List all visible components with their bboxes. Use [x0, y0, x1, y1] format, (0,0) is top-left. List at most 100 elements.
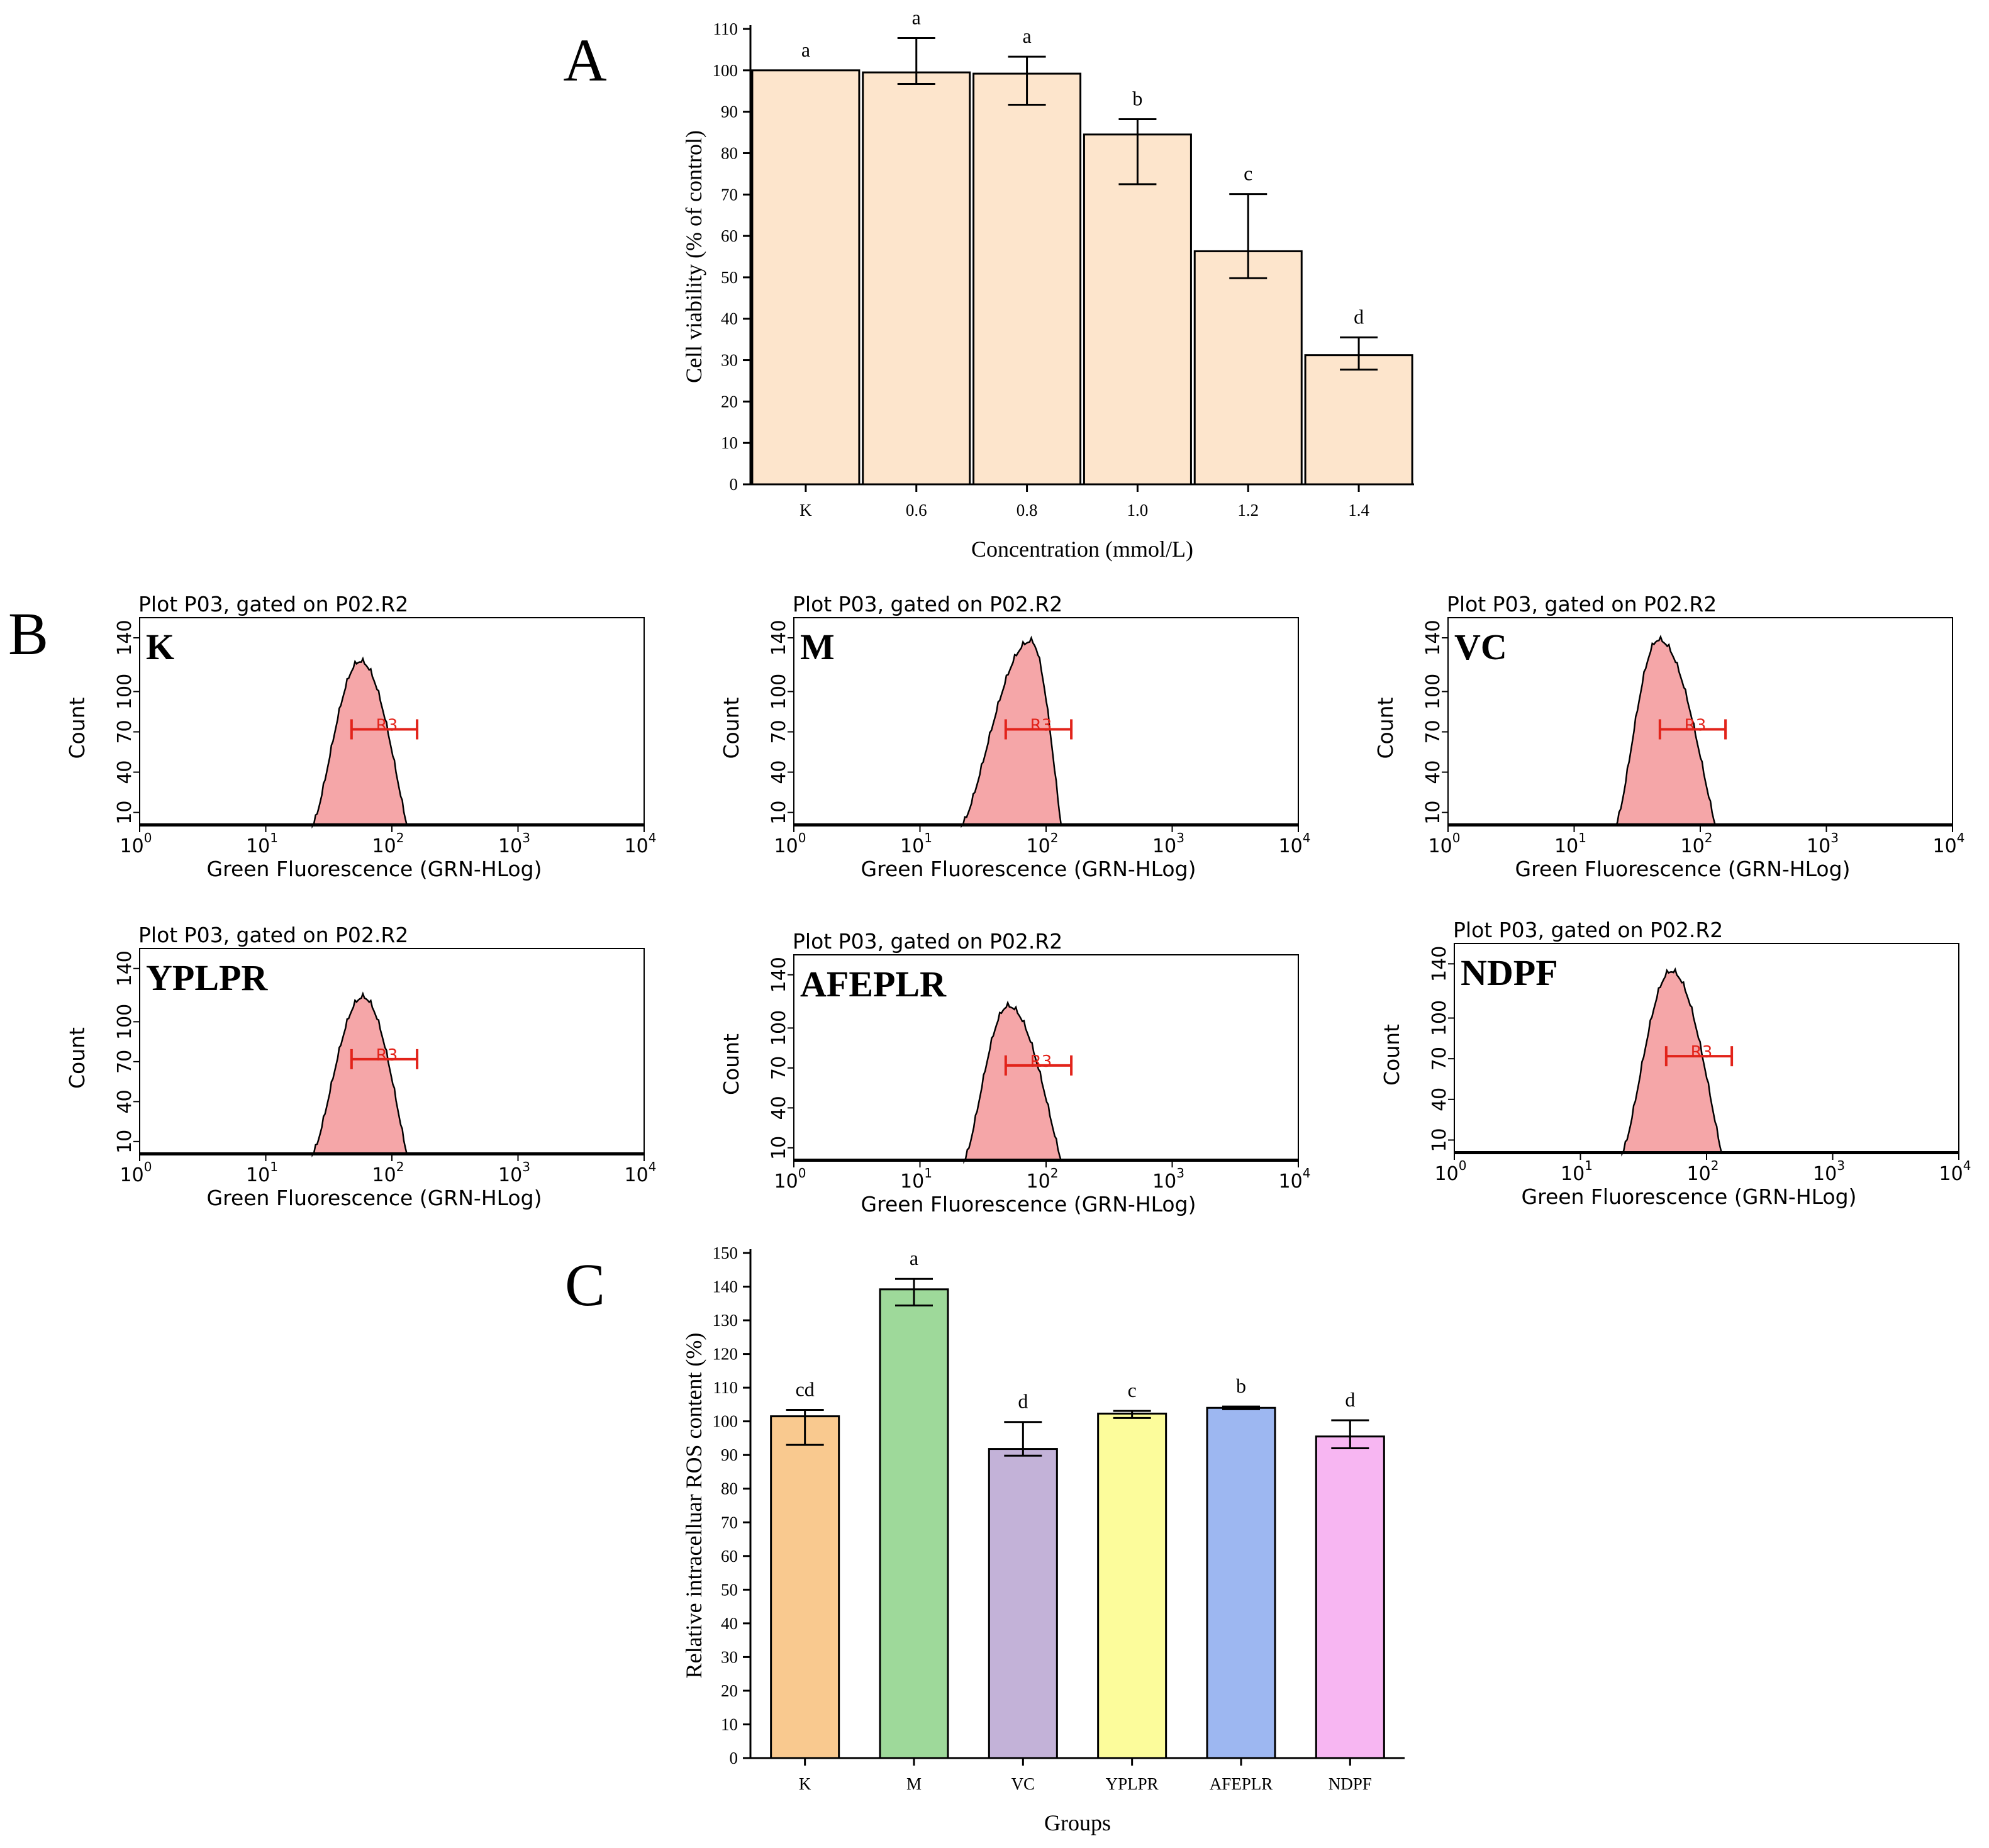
x-tick-label: 103: [498, 830, 530, 857]
panel-b-flow-histograms: B Plot P03, gated on P02.R2R3K10407010014…: [8, 592, 1971, 1216]
gate-label: R3: [376, 716, 398, 735]
y-tick-label: 10: [768, 1136, 790, 1160]
y-tick-label: 10: [768, 801, 790, 825]
y-tick-label: 100: [713, 61, 738, 80]
y-tick-label: 10: [114, 801, 136, 825]
x-tick-exponent: 4: [1957, 830, 1965, 845]
gate-label: R3: [1685, 716, 1707, 735]
histogram-title: Plot P03, gated on P02.R2: [1453, 918, 1723, 942]
significance-label: cd: [796, 1378, 815, 1400]
x-tick-base: 10: [1152, 835, 1176, 857]
significance-label: c: [1128, 1379, 1137, 1401]
x-tick-exponent: 0: [1452, 830, 1461, 845]
significance-label: d: [1354, 305, 1364, 328]
x-tick-base: 10: [1807, 835, 1830, 857]
x-tick-label: 104: [1933, 830, 1965, 857]
x-tick-exponent: 1: [270, 1159, 278, 1174]
x-tick-base: 10: [1813, 1163, 1837, 1185]
y-tick-label: 90: [721, 103, 738, 121]
y-tick-label: 10: [114, 1130, 136, 1154]
x-tick-exponent: 3: [1837, 1158, 1845, 1173]
panel-c-bar-chart: C 0 10 20 30 40 50 60 70 80 90 100 110 120 130 140 150 Re…: [565, 1244, 1405, 1835]
y-tick-label: 90: [721, 1445, 738, 1464]
x-tick-label: VC: [1011, 1774, 1035, 1793]
x-tick-label: 101: [246, 830, 278, 857]
x-tick-label: 104: [1279, 1166, 1311, 1193]
y-tick-label: 60: [721, 226, 738, 245]
x-tick-exponent: 3: [1830, 830, 1839, 845]
y-tick-label: 20: [721, 392, 738, 411]
histogram-distribution: [961, 635, 1062, 828]
y-tick-label: 70: [768, 720, 790, 743]
x-tick-base: 10: [498, 835, 522, 857]
significance-label: a: [1022, 25, 1031, 47]
x-tick-exponent: 3: [522, 1159, 530, 1174]
y-tick-label: 10: [1429, 1128, 1451, 1152]
x-tick-label: 102: [1687, 1158, 1719, 1185]
x-tick-base: 10: [1279, 1171, 1303, 1193]
y-tick-label: 70: [1429, 1047, 1451, 1071]
bar-1.4: [1304, 354, 1413, 486]
y-tick-label: 80: [721, 143, 738, 162]
histogram-afeplr: Plot P03, gated on P02.R2R3AFEPLR1040701…: [719, 929, 1310, 1216]
x-tick-base: 10: [1027, 835, 1050, 857]
y-tick-label: 30: [721, 351, 738, 370]
x-tick-base: 10: [246, 835, 270, 857]
x-axis-title: Green Fluorescence (GRN-HLog): [861, 1192, 1196, 1216]
x-tick-label: 101: [1561, 1158, 1593, 1185]
y-tick-label: 40: [721, 1614, 738, 1633]
y-tick-label: 40: [768, 760, 790, 784]
x-tick-exponent: 1: [270, 830, 278, 845]
x-tick-label: 1.0: [1127, 501, 1149, 520]
x-axis-title: Green Fluorescence (GRN-HLog): [207, 857, 542, 881]
histogram-title: Plot P03, gated on P02.R2: [793, 592, 1062, 616]
y-tick-label: 40: [721, 309, 738, 328]
y-tick-label: 40: [1422, 760, 1444, 784]
x-axis-title: Concentration (mmol/L): [971, 537, 1193, 562]
x-tick-exponent: 1: [1585, 1158, 1593, 1173]
y-axis-title: Cell viability (% of control): [681, 130, 706, 383]
y-tick-label: 140: [1422, 620, 1444, 655]
y-tick-label: 10: [721, 1715, 738, 1734]
y-tick-label: 140: [114, 620, 136, 655]
sample-label: M: [800, 626, 835, 667]
y-axis-title: Relative intracelluar ROS content (%): [681, 1333, 706, 1679]
sample-label: VC: [1454, 626, 1507, 667]
x-tick-label: 100: [774, 830, 806, 857]
x-tick-label: 104: [625, 830, 657, 857]
histogram-title: Plot P03, gated on P02.R2: [793, 929, 1062, 954]
x-tick-base: 10: [1279, 835, 1303, 857]
y-axis-title: Count: [1379, 1024, 1404, 1086]
sample-label: K: [146, 626, 174, 667]
y-tick-label: 100: [114, 674, 136, 710]
y-axis-title: Count: [65, 697, 89, 759]
x-tick-label: 0.8: [1017, 501, 1038, 520]
y-tick-label: 50: [721, 1580, 738, 1599]
y-tick-label: 60: [721, 1547, 738, 1566]
y-tick-label: 20: [721, 1681, 738, 1700]
x-tick-label: 100: [1429, 830, 1461, 857]
sample-label: YPLPR: [146, 957, 268, 998]
x-tick-label: NDPF: [1329, 1774, 1372, 1793]
x-tick-base: 10: [120, 1164, 144, 1186]
x-tick-base: 10: [1152, 1171, 1176, 1193]
x-tick-base: 10: [1554, 835, 1578, 857]
y-tick-label: 100: [1429, 1000, 1451, 1036]
x-tick-label: 104: [1939, 1158, 1971, 1185]
y-tick-label: 100: [768, 1010, 790, 1046]
bar-K: [770, 1415, 840, 1759]
x-tick-label: 103: [1813, 1158, 1845, 1185]
y-tick-label: 100: [114, 1004, 136, 1040]
significance-label: a: [912, 6, 921, 28]
x-tick-label: 101: [900, 1166, 932, 1193]
x-tick-exponent: 0: [1459, 1158, 1467, 1173]
x-tick-exponent: 0: [144, 1159, 152, 1174]
x-tick-label: 103: [498, 1159, 530, 1186]
x-tick-base: 10: [498, 1164, 522, 1186]
y-tick-label: 40: [114, 1089, 136, 1113]
significance-label: c: [1244, 162, 1252, 185]
x-tick-label: 103: [1152, 1166, 1184, 1193]
x-tick-exponent: 0: [798, 1166, 806, 1181]
histogram-m: Plot P03, gated on P02.R2R3M104070100140…: [719, 592, 1310, 881]
x-tick-exponent: 4: [1963, 1158, 1971, 1173]
